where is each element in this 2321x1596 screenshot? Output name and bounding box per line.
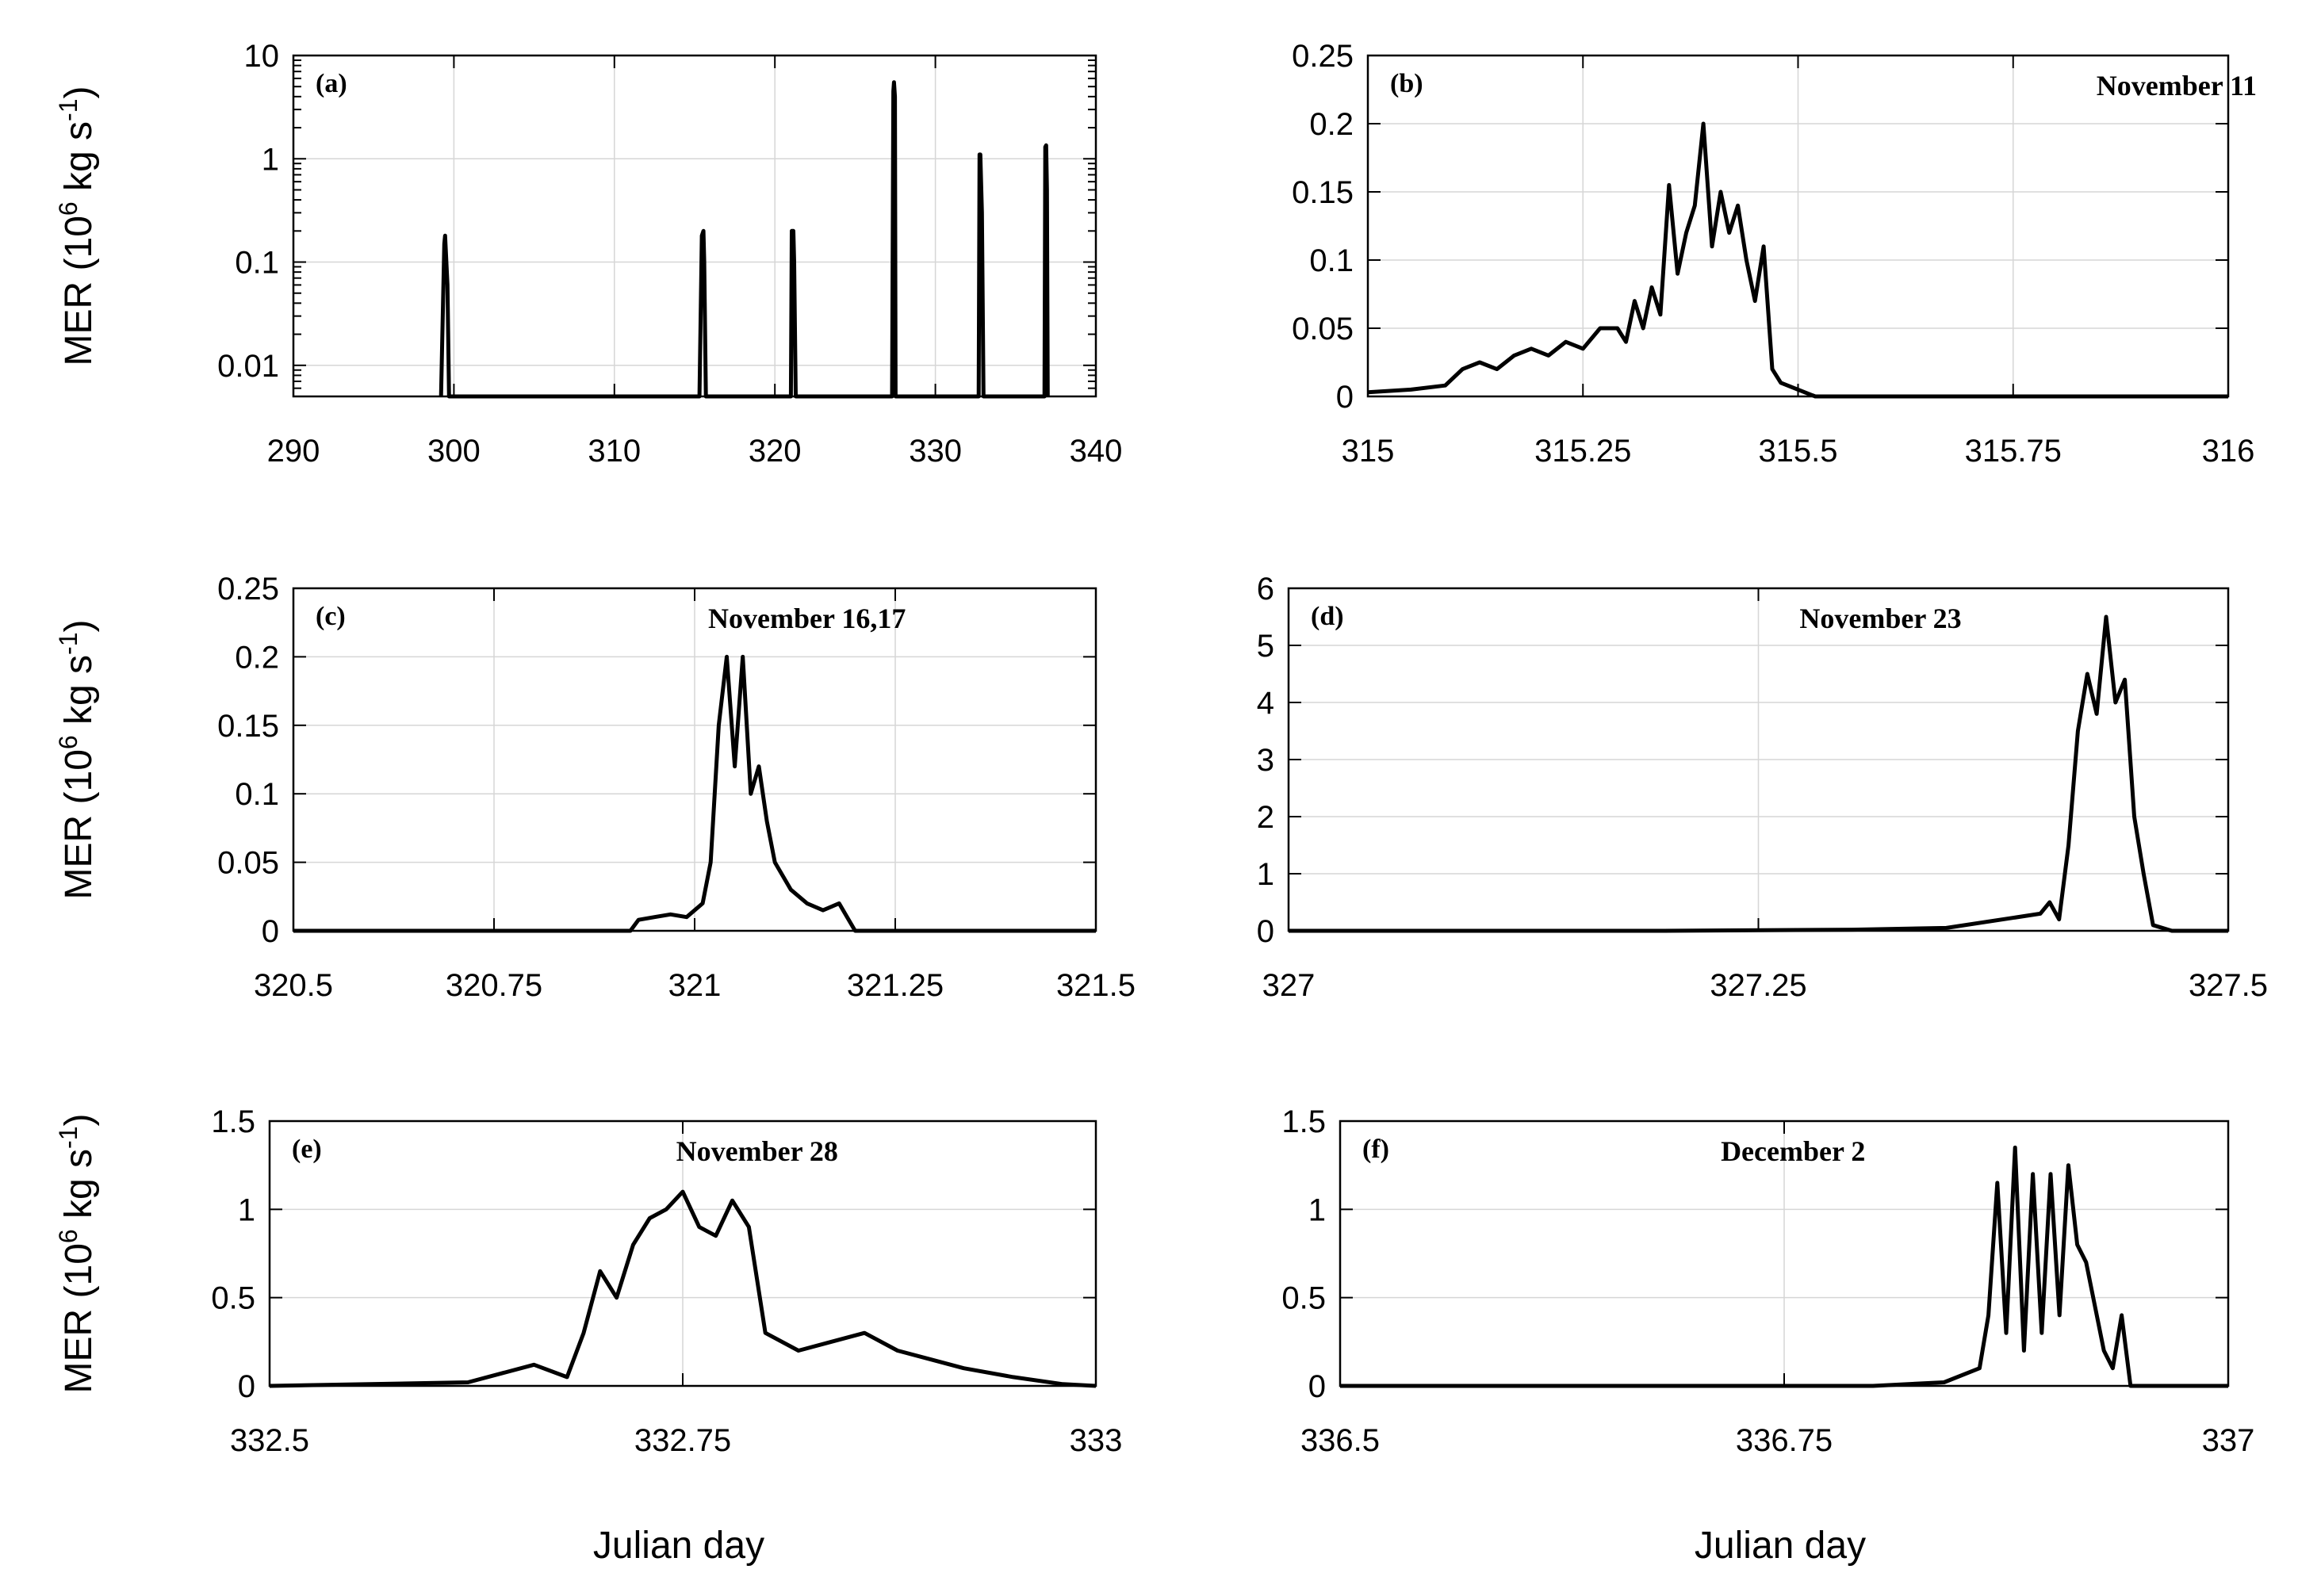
y-tick-label: 0 <box>262 914 279 949</box>
panel-label: (d) <box>1311 602 1344 631</box>
panel-date-annotation: November 28 <box>676 1135 838 1167</box>
panel-label: (f) <box>1362 1135 1389 1164</box>
y-tick-label: 0 <box>1336 380 1354 415</box>
x-tick-label: 336.75 <box>1736 1423 1833 1458</box>
x-tick-label: 315.75 <box>1965 434 2062 469</box>
panel-date-annotation: November 23 <box>1799 603 1961 634</box>
y-tick-label: 0.01 <box>217 349 279 384</box>
y-tick-label: 2 <box>1257 800 1274 835</box>
y-tick-label: 0 <box>1308 1369 1326 1404</box>
x-tick-label: 336.5 <box>1300 1423 1380 1458</box>
y-tick-label: 0 <box>1257 914 1274 949</box>
y-tick-label: 0.2 <box>235 640 279 675</box>
y-axis-title: MER (106 kg s-1) <box>54 620 100 900</box>
y-tick-label: 0.25 <box>217 572 279 607</box>
x-tick-label: 320.75 <box>446 968 542 1003</box>
y-axis-title: MER (106 kg s-1) <box>54 1114 100 1394</box>
panel-date-annotation: December 2 <box>1721 1135 1865 1167</box>
x-axis-title: Julian day <box>593 1525 764 1567</box>
y-tick-label: 4 <box>1257 686 1274 721</box>
panel-f: 336.5 336.75 337 0 0.5 1 1.5 (f) December 2 Julia… <box>1281 1104 2254 1567</box>
y-axis-title: MER (106 kg s-1) <box>54 86 100 366</box>
x-tick-label: 332.75 <box>634 1423 731 1458</box>
x-tick-label: 327 <box>1262 968 1316 1003</box>
x-tick-label: 321 <box>668 968 722 1003</box>
y-tick-label: 0.1 <box>235 777 279 812</box>
plot-frame <box>292 54 1097 398</box>
panel-date-annotation: November 11 <box>2097 70 2257 101</box>
x-tick-label: 315 <box>1342 434 1395 469</box>
x-tick-label: 300 <box>427 434 481 469</box>
y-tick-label: 1 <box>262 142 279 177</box>
data-series-line <box>269 1189 1097 1388</box>
x-tick-label: 320 <box>749 434 802 469</box>
y-tick-label: 0.25 <box>1292 39 1354 74</box>
y-tick-label: 0 <box>238 1369 255 1404</box>
panel-a: 290 300 310 320 330 340 0.01 0.1 1 10 (a) MER (106 … <box>54 39 1122 469</box>
data-series-line <box>293 654 1096 933</box>
y-tick-label: 0.05 <box>217 846 279 881</box>
x-tick-label: 333 <box>1070 1423 1123 1458</box>
x-tick-label: 332.5 <box>230 1423 309 1458</box>
panel-c: 320.5 320.75 321 321.25 321.5 0 0.05 0.1 0.15 0.2… <box>54 572 1136 1003</box>
y-tick-label: 1 <box>1257 857 1274 892</box>
data-series-line <box>1289 614 2228 933</box>
x-tick-label: 340 <box>1070 434 1123 469</box>
plot-frame <box>1339 1119 2230 1387</box>
y-tick-label: 0.5 <box>1281 1281 1326 1316</box>
x-tick-label: 310 <box>588 434 641 469</box>
y-tick-label: 0.2 <box>1309 107 1354 142</box>
plot-frame <box>268 1119 1097 1387</box>
y-tick-label: 6 <box>1257 572 1274 607</box>
y-tick-label: 1 <box>1308 1192 1326 1227</box>
y-tick-label: 3 <box>1257 743 1274 778</box>
y-tick-label: 0.1 <box>235 246 279 281</box>
x-tick-label: 315.5 <box>1758 434 1837 469</box>
x-axis-title: Julian day <box>1695 1525 1866 1567</box>
panel-label: (a) <box>316 69 347 98</box>
panel-label: (e) <box>292 1135 322 1164</box>
y-tick-label: 0.15 <box>1292 175 1354 210</box>
y-tick-label: 0.15 <box>217 709 279 744</box>
y-tick-label: 0.05 <box>1292 312 1354 346</box>
panel-label: (b) <box>1390 69 1423 98</box>
data-series-line <box>1340 1145 2228 1388</box>
y-tick-label: 1.5 <box>1281 1104 1326 1139</box>
x-tick-label: 316 <box>2202 434 2255 469</box>
x-tick-label: 315.25 <box>1534 434 1631 469</box>
data-series-line <box>1367 121 2228 399</box>
x-tick-label: 330 <box>909 434 962 469</box>
y-tick-label: 1.5 <box>211 1104 255 1139</box>
data-series-line <box>439 80 1050 399</box>
x-tick-label: 321.5 <box>1056 968 1136 1003</box>
plot-frame <box>1366 54 2230 398</box>
x-tick-label: 327.25 <box>1710 968 1806 1003</box>
x-tick-label: 321.25 <box>847 968 944 1003</box>
panel-e: 332.5 332.75 333 0 0.5 1 1.5 (e) November 28 MER … <box>54 1104 1122 1567</box>
panel-label: (c) <box>316 602 346 631</box>
y-tick-label: 5 <box>1257 629 1274 664</box>
x-tick-label: 290 <box>267 434 320 469</box>
y-tick-label: 0.1 <box>1309 243 1354 278</box>
x-tick-label: 337 <box>2202 1423 2255 1458</box>
y-tick-label: 0.5 <box>211 1281 255 1316</box>
x-tick-label: 320.5 <box>254 968 333 1003</box>
panel-d: 327 327.25 327.5 0 1 2 3 4 5 6 (d) November 23 <box>1257 572 2268 1003</box>
plot-frame <box>1287 587 2230 932</box>
y-tick-label: 10 <box>244 39 280 74</box>
panel-b: 315 315.25 315.5 315.75 316 0 0.05 0.1 0.15 0.2 0.… <box>1292 39 2257 469</box>
plot-frame <box>292 587 1097 932</box>
x-tick-label: 327.5 <box>2189 968 2268 1003</box>
panel-date-annotation: November 16,17 <box>708 603 906 634</box>
y-tick-label: 1 <box>238 1192 255 1227</box>
